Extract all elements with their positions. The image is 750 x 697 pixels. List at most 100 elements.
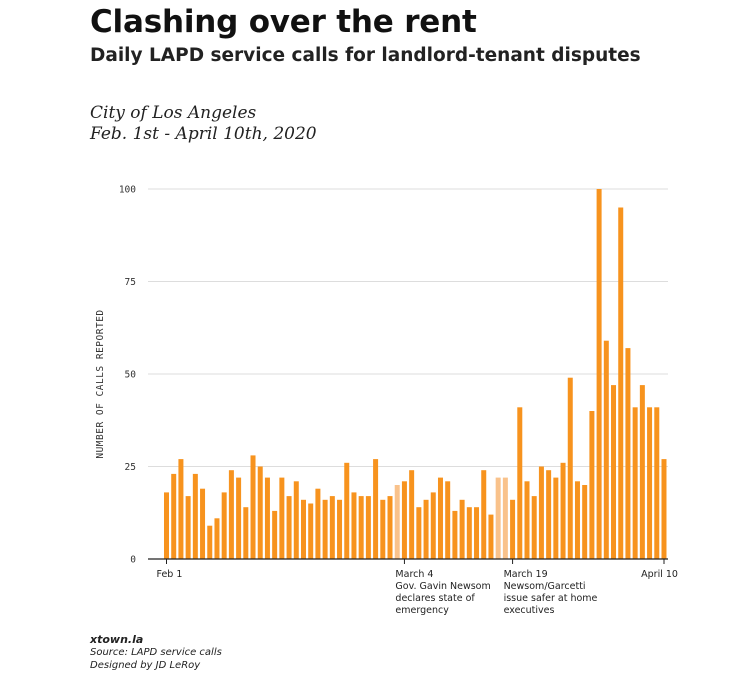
- chart-date-range: Feb. 1st - April 10th, 2020: [90, 124, 317, 144]
- annotation-line: Newsom/Garcetti: [504, 581, 586, 592]
- bar: [502, 477, 508, 559]
- bar: [315, 488, 321, 559]
- y-tick-label: 100: [119, 185, 136, 196]
- annotation-line: executives: [504, 605, 555, 616]
- bar: [481, 470, 487, 559]
- bar: [661, 459, 667, 559]
- bar: [546, 470, 552, 559]
- gridlines: [148, 188, 668, 467]
- bar: [322, 499, 328, 559]
- bar: [214, 518, 220, 559]
- y-tick-label: 25: [125, 462, 136, 473]
- bar: [596, 189, 602, 559]
- bar: [164, 492, 169, 559]
- bar: [510, 499, 516, 559]
- bar: [560, 462, 566, 559]
- y-tick-label: 75: [125, 277, 136, 288]
- bar: [574, 481, 580, 559]
- bar: [373, 459, 379, 559]
- bar: [459, 499, 465, 559]
- y-tick-label: 0: [130, 555, 136, 566]
- bar: [531, 496, 537, 559]
- credit-note: Designed by JD LeRoy: [90, 660, 201, 671]
- bar: [589, 411, 595, 559]
- bars: [164, 189, 667, 559]
- y-axis-ticks: 0 25 50 75 100: [119, 185, 136, 566]
- chart-subtitle: Daily LAPD service calls for landlord-te…: [90, 45, 641, 66]
- bar: [387, 496, 393, 559]
- bar: [582, 485, 588, 559]
- bar: [437, 477, 443, 559]
- bar: [264, 477, 270, 559]
- bar: [445, 481, 451, 559]
- bar: [538, 466, 544, 559]
- bar: [488, 514, 494, 559]
- annotation-date: March 4: [395, 569, 433, 580]
- bar: [567, 377, 573, 559]
- bar: [618, 207, 624, 559]
- annotation-line: issue safer at home: [504, 593, 598, 604]
- source-note: Source: LAPD service calls: [90, 647, 222, 658]
- bar: [430, 492, 436, 559]
- bar: [257, 466, 263, 559]
- bar: [495, 477, 501, 559]
- bar: [250, 455, 256, 559]
- bar: [611, 385, 617, 559]
- bar: [625, 348, 631, 559]
- bar: [654, 407, 660, 559]
- bar: [647, 407, 653, 559]
- bar: [632, 407, 638, 559]
- x-axis: [148, 558, 668, 564]
- bar: [380, 499, 386, 559]
- bar: [474, 507, 480, 559]
- bar: [639, 385, 645, 559]
- y-tick-label: 50: [125, 370, 137, 381]
- y-axis-label: NUMBER OF CALLS REPORTED: [95, 309, 106, 458]
- x-end-label: April 10: [641, 569, 678, 580]
- annotation-line: emergency: [395, 605, 449, 616]
- chart-title: Clashing over the rent: [90, 4, 477, 40]
- bar: [524, 481, 530, 559]
- bar: [394, 485, 400, 559]
- bar: [308, 503, 314, 559]
- bar: [243, 507, 249, 559]
- bar: [416, 507, 422, 559]
- bar: [207, 525, 213, 559]
- annotation-line: Gov. Gavin Newsom: [395, 581, 490, 592]
- bar: [171, 473, 177, 559]
- annotation-line: declares state of: [395, 593, 475, 604]
- bar: [603, 340, 609, 559]
- bar: [517, 407, 523, 559]
- annotation-date: March 19: [504, 569, 548, 580]
- bar: [293, 481, 299, 559]
- bar: [300, 499, 306, 559]
- bar: [351, 492, 357, 559]
- bar: [329, 496, 335, 559]
- bar: [337, 499, 343, 559]
- bar: [553, 477, 559, 559]
- bar: [365, 496, 371, 559]
- bar: [344, 462, 350, 559]
- bar: [452, 510, 458, 559]
- bar: [200, 488, 206, 559]
- bar: [401, 481, 407, 559]
- bar: [228, 470, 234, 559]
- bar: [192, 473, 198, 559]
- bar: [279, 477, 285, 559]
- chart-footer: xtown.la Source: LAPD service calls Desi…: [90, 633, 222, 672]
- bar: [466, 507, 472, 559]
- bar: [272, 510, 278, 559]
- x-start-label: Feb 1: [157, 569, 183, 580]
- bar: [423, 499, 429, 559]
- bar: [409, 470, 415, 559]
- bar: [286, 496, 292, 559]
- x-axis-labels: Feb 1 April 10: [157, 569, 678, 580]
- bar: [178, 459, 184, 559]
- brand-label: xtown.la: [90, 633, 144, 646]
- bar: [221, 492, 227, 559]
- bar: [236, 477, 242, 559]
- chart-location: City of Los Angeles: [90, 103, 257, 123]
